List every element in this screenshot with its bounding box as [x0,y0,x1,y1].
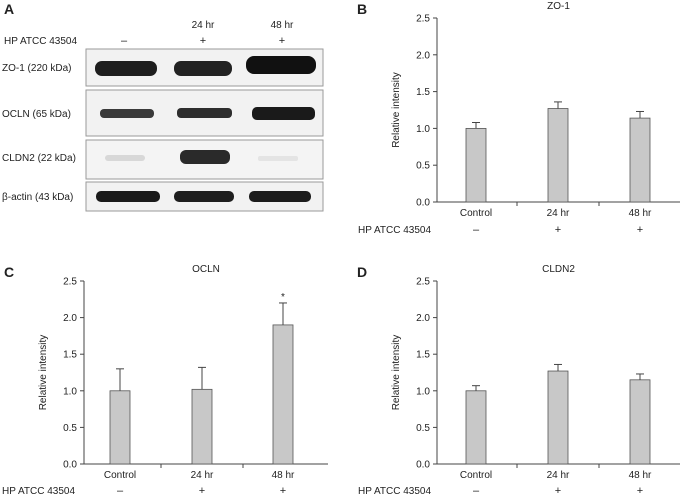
western-blot-panel: 24 hr 48 hr HP ATCC 43504 – + + ZO-1 (22… [2,20,324,212]
treatment-label: HP ATCC 43504 [2,486,75,497]
y-tick-label: 2.5 [416,277,430,288]
band [105,155,145,161]
chart-title: CLDN2 [542,264,575,275]
panel-letter-d: D [357,264,367,280]
y-tick-label: 2.0 [416,50,430,61]
y-tick-label: 1.5 [416,87,430,98]
y-axis-label: Relative intensity [391,335,402,411]
y-tick-label: 0.5 [416,423,430,434]
y-axis-label: Relative intensity [391,72,402,148]
x-tick-label: 24 hr [547,470,570,481]
treatment-sign: + [637,224,643,236]
x-tick-label: 48 hr [272,470,295,481]
treatment-sign: + [555,485,561,497]
y-axis-label: Relative intensity [38,335,49,411]
band [96,191,160,202]
y-tick-label: 2.0 [416,313,430,324]
y-tick-label: 1.0 [63,386,77,397]
bar [272,324,294,465]
panel-letter-c: C [4,264,14,280]
blot-time-24hr: 24 hr [192,20,215,31]
chart-title: OCLN [192,264,220,275]
treatment-sign: + [637,485,643,497]
treatment-sign: – [473,224,480,236]
band [177,108,232,118]
bar [191,388,213,465]
y-tick-label: 1.0 [416,124,430,135]
x-tick-label: 24 hr [191,470,214,481]
bar [465,127,487,203]
treatment-label: HP ATCC 43504 [358,225,431,236]
x-tick-label: 48 hr [629,208,652,219]
significance-marker: * [281,292,285,303]
y-tick-label: 2.5 [416,14,430,25]
x-tick-label: Control [460,470,492,481]
band [95,61,157,76]
x-tick-label: Control [104,470,136,481]
blot-treatment-label: HP ATCC 43504 [4,36,77,47]
band [100,109,154,118]
treatment-sign: – [117,485,124,497]
bar [629,379,651,465]
treatment-sign: + [199,485,205,497]
blot-time-48hr: 48 hr [271,20,294,31]
x-tick-label: 24 hr [547,208,570,219]
blot-row-label-beta-actin: β-actin (43 kDa) [2,192,73,203]
y-tick-label: 0.0 [63,460,77,471]
band [249,191,311,202]
band [174,191,234,202]
band [258,156,298,161]
band [246,56,316,74]
y-tick-label: 2.5 [63,277,77,288]
bar [109,390,131,465]
band [252,107,315,120]
chart-title: ZO-1 [547,1,570,12]
y-tick-label: 0.0 [416,460,430,471]
x-tick-label: Control [460,208,492,219]
bar [547,108,569,203]
band [180,150,230,164]
treatment-sign: – [473,485,480,497]
y-tick-label: 1.5 [63,350,77,361]
bar-chart-cldn2: CLDN2 Relative intensity 0.0 0.5 1.0 1.5 2.0 2.… [358,264,680,497]
panel-letter-a: A [4,1,14,17]
y-tick-label: 0.0 [416,198,430,209]
blot-row-label-ocln: OCLN (65 kDa) [2,109,71,120]
blot-sign-48hr: + [279,35,285,47]
x-tick-label: 48 hr [629,470,652,481]
y-tick-label: 0.5 [416,161,430,172]
blot-row-label-cldn2: CLDN2 (22 kDa) [2,153,76,164]
treatment-sign: + [280,485,286,497]
treatment-label: HP ATCC 43504 [358,486,431,497]
band [174,61,232,76]
blot-sign-24hr: + [200,35,206,47]
blot-sign-control: – [121,35,128,47]
bar [629,117,651,203]
y-tick-label: 0.5 [63,423,77,434]
y-tick-label: 1.0 [416,386,430,397]
bar-chart-ocln: OCLN Relative intensity 0.0 0.5 1.0 1.5 2.0 2.5… [2,264,328,497]
bar [465,390,487,465]
y-tick-label: 1.5 [416,350,430,361]
bar-chart-zo1: ZO-1 Relative intensity 0.0 0.5 1.0 1.5 2.0 2.5… [358,1,680,236]
blot-row-label-zo1: ZO-1 (220 kDa) [2,63,71,74]
y-tick-label: 2.0 [63,313,77,324]
treatment-sign: + [555,224,561,236]
panel-letter-b: B [357,1,367,17]
bar [547,370,569,465]
